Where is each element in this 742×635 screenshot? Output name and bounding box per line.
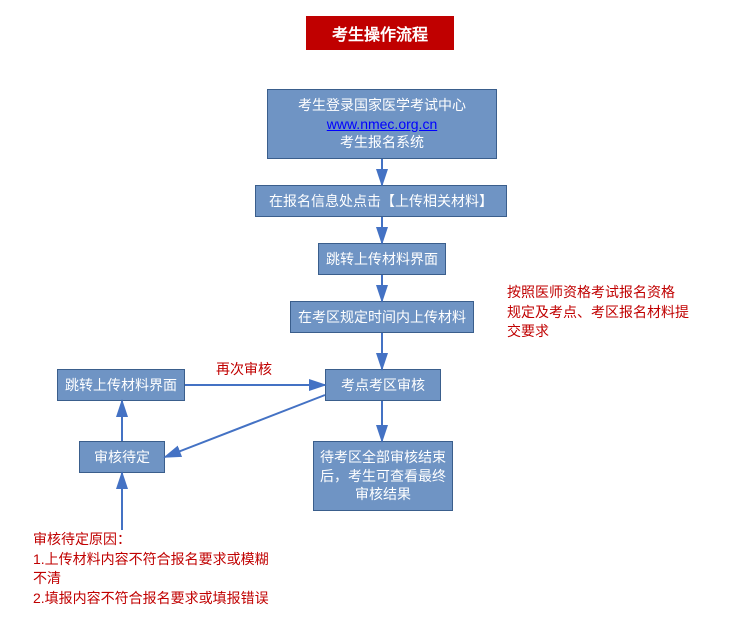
node-upload-in-time: 在考区规定时间内上传材料 xyxy=(290,301,474,333)
node-result: 待考区全部审核结束后，考生可查看最终审核结果 xyxy=(313,441,453,511)
node-click-upload-text: 在报名信息处点击【上传相关材料】 xyxy=(269,192,493,211)
annot-reexamine-text: 再次审核 xyxy=(216,361,272,377)
node-upload-in-time-text: 在考区规定时间内上传材料 xyxy=(298,308,466,327)
node-upload-page-2-text: 跳转上传材料界面 xyxy=(65,376,177,395)
flowchart-canvas: { "title": { "text": "考生操作流程", "bg": "#c… xyxy=(0,0,742,635)
annot-requirements: 按照医师资格考试报名资格 规定及考点、考区报名材料提 交要求 xyxy=(507,283,717,342)
node-click-upload: 在报名信息处点击【上传相关材料】 xyxy=(255,185,507,217)
node-upload-page-2: 跳转上传材料界面 xyxy=(57,369,185,401)
title-text: 考生操作流程 xyxy=(332,21,428,45)
annot-pending-reasons-l3: 2.填报内容不符合报名要求或填报错误 xyxy=(33,589,273,609)
node-login-link[interactable]: www.nmec.org.cn xyxy=(327,115,437,134)
node-login-line1: 考生登录国家医学考试中心 xyxy=(298,96,466,115)
title-box: 考生操作流程 xyxy=(306,16,454,50)
node-pending: 审核待定 xyxy=(79,441,165,473)
node-upload-page: 跳转上传材料界面 xyxy=(318,243,446,275)
node-upload-page-text: 跳转上传材料界面 xyxy=(326,250,438,269)
node-login: 考生登录国家医学考试中心 www.nmec.org.cn 考生报名系统 xyxy=(267,89,497,159)
node-review-text: 考点考区审核 xyxy=(341,376,425,395)
node-login-line3: 考生报名系统 xyxy=(340,133,424,152)
node-result-text: 待考区全部审核结束后，考生可查看最终审核结果 xyxy=(320,448,446,505)
annot-pending-reasons-l2: 1.上传材料内容不符合报名要求或模糊不清 xyxy=(33,550,273,589)
annot-pending-reasons: 审核待定原因： 1.上传材料内容不符合报名要求或模糊不清 2.填报内容不符合报名… xyxy=(33,530,273,608)
node-pending-text: 审核待定 xyxy=(94,448,150,467)
node-review: 考点考区审核 xyxy=(325,369,441,401)
annot-reexamine: 再次审核 xyxy=(216,360,272,380)
annot-requirements-l2: 规定及考点、考区报名材料提 xyxy=(507,303,717,323)
annot-requirements-l1: 按照医师资格考试报名资格 xyxy=(507,283,717,303)
annot-pending-reasons-l1: 审核待定原因： xyxy=(33,530,273,550)
annot-requirements-l3: 交要求 xyxy=(507,322,717,342)
arrow xyxy=(165,395,325,457)
